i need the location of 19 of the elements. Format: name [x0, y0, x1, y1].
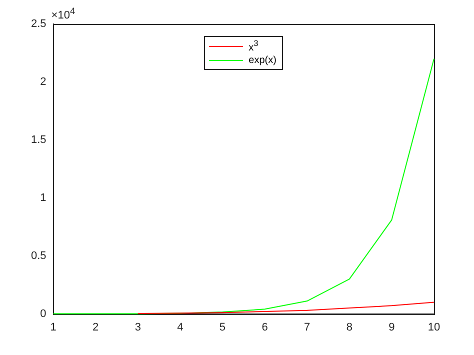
- x-tick-label: 4: [177, 321, 184, 334]
- x-tick-label: 7: [304, 321, 310, 334]
- x-tick-label: 3: [134, 321, 141, 334]
- legend-label: exp(x): [248, 54, 276, 66]
- x-tick-label: 5: [219, 321, 226, 334]
- x-tick-label: 10: [428, 321, 440, 334]
- x-tick-label: 9: [388, 321, 395, 334]
- y-tick-label: 0.5: [30, 250, 46, 262]
- y-tick-label: 0: [40, 308, 46, 320]
- y-tick-label: 2.5: [30, 18, 46, 30]
- y-tick-label: 1: [40, 192, 46, 204]
- x-tick-label: 1: [50, 321, 56, 334]
- y-tick-label: 1.5: [30, 134, 46, 146]
- text: ×10$^{4}$: [51, 6, 76, 22]
- y-tick-label: 2: [40, 76, 46, 88]
- legend-label: x$^{3}$: [248, 38, 258, 54]
- x-tick-label: 2: [92, 321, 99, 334]
- x-tick-label: 8: [346, 321, 352, 334]
- x-tick-label: 6: [262, 321, 268, 334]
